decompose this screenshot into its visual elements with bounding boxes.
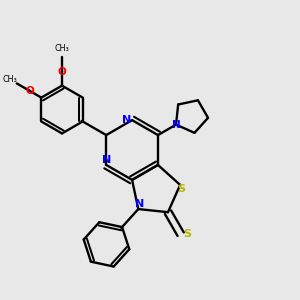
Text: O: O (25, 86, 34, 96)
Text: CH₃: CH₃ (2, 75, 17, 84)
Text: N: N (122, 115, 131, 125)
Text: O: O (58, 67, 66, 77)
Text: N: N (135, 199, 144, 209)
Text: S: S (183, 229, 191, 239)
Text: S: S (178, 184, 186, 194)
Text: N: N (102, 155, 111, 165)
Text: N: N (172, 120, 180, 130)
Text: CH₃: CH₃ (55, 44, 69, 53)
